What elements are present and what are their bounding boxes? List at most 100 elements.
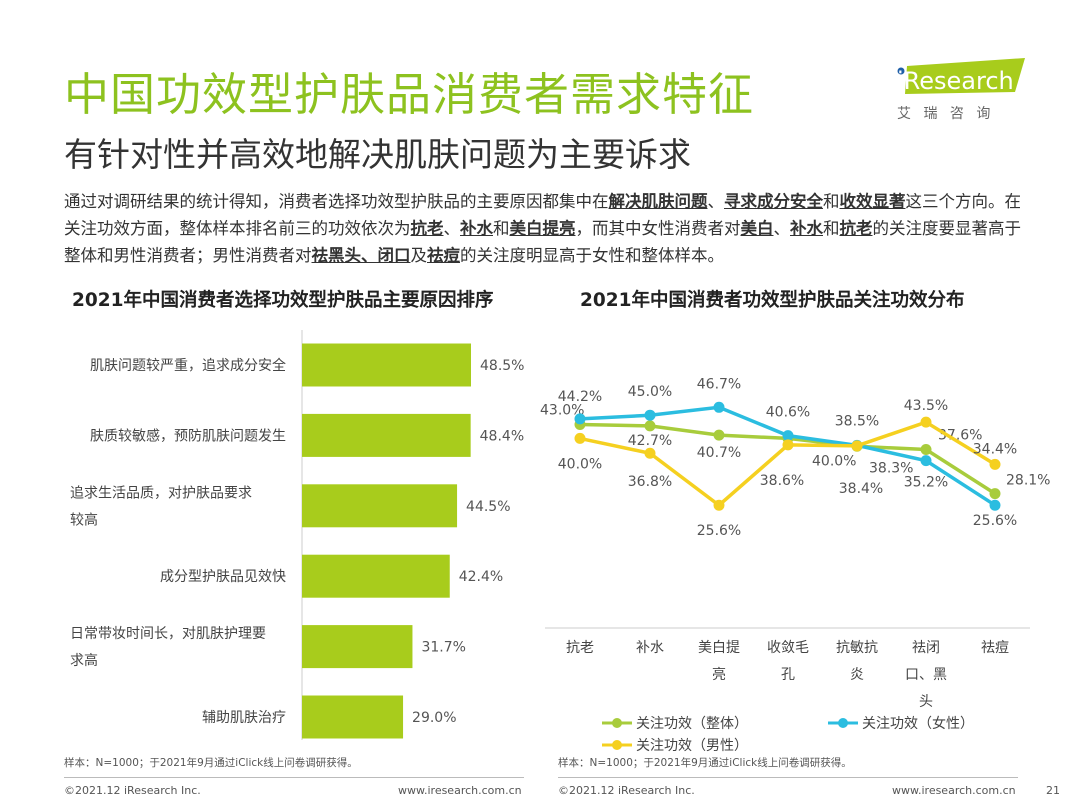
data-label: 42.7% <box>628 433 672 449</box>
intro-highlight: 抗老 <box>410 219 444 238</box>
intro-text: 和 <box>823 219 840 238</box>
sample-note-left: 样本：N=1000；于2021年9月通过iClick线上问卷调研获得。 <box>64 757 358 769</box>
x-tick-label: 祛闭 <box>912 640 940 656</box>
data-label: 40.7% <box>697 445 741 461</box>
bar-category-label: 肌肤问题较严重，追求成分安全 <box>90 357 286 374</box>
intro-text: 、 <box>443 219 461 238</box>
data-label: 36.8% <box>628 474 672 490</box>
data-label: 38.4% <box>839 481 883 497</box>
footer-rule-right <box>558 777 1018 778</box>
bar <box>302 343 471 387</box>
x-tick-label: 亮 <box>712 666 726 683</box>
data-point <box>644 420 656 432</box>
data-label: 28.1% <box>1006 473 1050 489</box>
footer-url-left[interactable]: www.iresearch.com.cn <box>398 784 522 797</box>
intro-highlight: 解决肌肤问题 <box>608 192 708 211</box>
bar-value-label: 42.4% <box>459 569 503 585</box>
footer-copyright-left: ©2021.12 iResearch Inc. <box>64 784 201 797</box>
intro-highlight: 补水 <box>790 219 823 238</box>
data-label: 38.5% <box>835 413 879 429</box>
intro-text: 及 <box>410 246 428 265</box>
intro-text: 和 <box>493 219 510 238</box>
logo-brand: iResearch <box>897 67 1014 95</box>
intro-highlight: 祛黑头、闭口 <box>311 246 411 265</box>
data-label: 44.2% <box>558 389 602 405</box>
x-tick-label: 口、黑 <box>905 667 947 683</box>
data-point <box>574 432 586 444</box>
data-label: 38.3% <box>869 460 913 476</box>
data-label: 25.6% <box>697 523 741 539</box>
footer-url-right[interactable]: www.iresearch.com.cn <box>892 784 1016 797</box>
x-tick-label: 孔 <box>781 667 795 683</box>
data-point <box>920 444 932 456</box>
bar <box>302 413 471 457</box>
intro-highlight: 补水 <box>460 219 493 238</box>
bar-category-label: 肤质较敏感，预防肌肤问题发生 <box>90 427 286 444</box>
intro-highlight: 收效显著 <box>839 192 906 211</box>
data-point <box>713 499 725 511</box>
bar-category-label: 求高 <box>70 652 98 669</box>
logo-dot <box>897 67 905 75</box>
x-tick-label: 抗老 <box>566 640 594 656</box>
intro-paragraph: 通过对调研结果的统计得知，消费者选择功效型护肤品的主要原因都集中在解决肌肤问题、… <box>64 188 1024 269</box>
page-number: 21 <box>1046 784 1060 797</box>
legend-label[interactable]: 关注功效（女性） <box>862 715 974 732</box>
data-label: 25.6% <box>973 513 1017 529</box>
data-label: 43.0% <box>540 402 584 418</box>
footer-rule-left <box>64 777 524 778</box>
data-point <box>851 440 863 452</box>
page-subtitle: 有针对性并高效地解决肌肤问题为主要诉求 <box>64 135 691 174</box>
bar-value-label: 31.7% <box>421 640 465 656</box>
sample-note-right: 样本：N=1000；于2021年9月通过iClick线上问卷调研获得。 <box>558 757 852 769</box>
x-tick-label: 头 <box>919 694 933 710</box>
intro-text: 、 <box>707 192 725 211</box>
logo-cn: 艾 瑞 咨 询 <box>897 106 994 122</box>
data-label: 38.6% <box>760 473 804 489</box>
data-point <box>713 429 725 441</box>
bar-value-label: 29.0% <box>412 710 456 726</box>
legend-label[interactable]: 关注功效（男性） <box>636 738 748 754</box>
intro-text: 的关注度要显著高于整体和男性消费者；男性消费者对 <box>64 219 1021 265</box>
data-label: 37.6% <box>938 428 982 444</box>
data-point <box>644 409 656 421</box>
x-tick-label: 补水 <box>636 640 664 656</box>
data-point <box>782 439 794 451</box>
data-point <box>782 430 794 442</box>
bar-chart-title: 2021年中国消费者选择功效型护肤品主要原因排序 <box>72 290 494 311</box>
intro-text: 的关注度明显高于女性和整体样本。 <box>460 246 724 265</box>
data-point <box>989 499 1001 511</box>
bar-value-label: 44.5% <box>466 499 510 515</box>
intro-highlight: 祛痘 <box>427 246 460 265</box>
bar-category-label: 成分型护肤品见效快 <box>160 569 286 585</box>
logo-banner <box>905 58 1025 94</box>
data-label: 43.5% <box>904 398 948 414</box>
bar-category-label: 日常带妆时间长，对肌肤护理要 <box>70 626 266 642</box>
bar-value-label: 48.5% <box>480 358 524 374</box>
x-tick-label: 炎 <box>850 667 864 683</box>
page-title: 中国功效型护肤品消费者需求特征 <box>64 68 755 121</box>
legend-label[interactable]: 关注功效（整体） <box>636 716 748 732</box>
data-label: 34.4% <box>973 441 1017 457</box>
intro-highlight: 美白提亮 <box>509 219 576 238</box>
data-label: 40.0% <box>558 456 602 472</box>
bar <box>302 625 413 669</box>
legend-marker <box>612 718 622 728</box>
data-point <box>989 488 1001 500</box>
x-tick-label: 抗敏抗 <box>836 640 878 656</box>
data-point <box>644 447 656 459</box>
data-label: 35.2% <box>904 475 948 491</box>
data-point <box>989 458 1001 470</box>
line-chart-title: 2021年中国消费者功效型护肤品关注功效分布 <box>580 290 965 311</box>
intro-text: 和 <box>823 192 840 211</box>
intro-text: 这三个方向。在关注功效方面，整体样本排名前三的功效依次为 <box>64 192 1021 238</box>
bar-value-label: 48.4% <box>480 428 524 444</box>
data-point <box>574 413 586 425</box>
data-point <box>920 455 932 467</box>
legend-marker <box>838 718 848 728</box>
bar <box>302 695 404 739</box>
bar-chart: 48.5% 肌肤问题较严重，追求成分安全 48.4% 肤质较敏感，预防肌肤问题发生 44… <box>70 330 524 740</box>
legend-marker <box>612 740 622 750</box>
x-tick-label: 美白提 <box>698 640 740 656</box>
bar-category-label: 较高 <box>70 511 98 528</box>
x-tick-label: 祛痘 <box>981 640 1009 656</box>
